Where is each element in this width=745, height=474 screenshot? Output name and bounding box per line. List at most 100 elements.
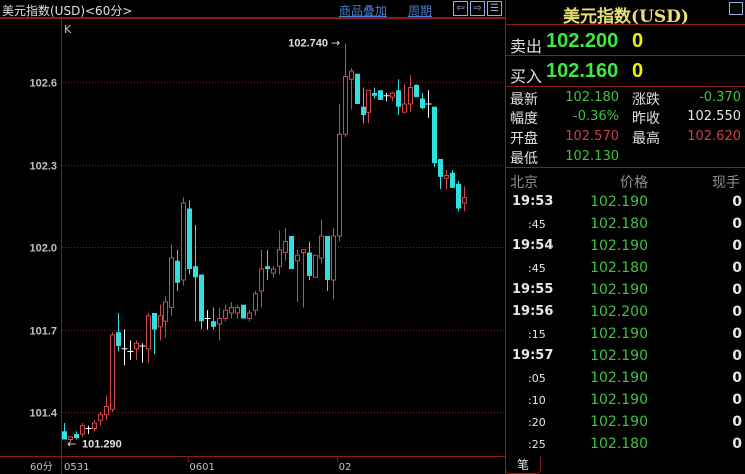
candle-body [187,208,192,269]
candle [68,436,73,443]
candle [432,106,437,168]
tick-price: 102.200 [590,304,648,320]
candle [223,304,228,322]
tick-price: 102.190 [590,392,648,408]
candle-body [325,236,330,280]
candle [277,230,282,275]
tick-price: 102.190 [590,238,648,254]
candle-body [396,90,401,107]
tick-time: :10 [528,394,546,407]
candle [402,84,407,113]
candlestick-chart[interactable]: 101.4 101.7 102.0 102.3 102.6 K 60分 0531 0601 02 1… [0,0,505,474]
quote-panel: 美元指数(USD) 卖出 102.200 0 买入 102.160 0 最新 1… [505,0,745,474]
candle-body [462,197,467,204]
candle [235,304,240,319]
candle [337,104,342,242]
scroll-left-icon[interactable]: ⇦ [453,1,468,16]
candle [349,68,354,110]
tick-row: :10 102.190 0 [506,389,745,411]
candle [331,227,336,300]
candle-body [259,268,264,292]
candle [378,90,383,100]
candle [325,236,330,291]
arrow-left-icon: ← [67,437,76,450]
candle-body [134,342,139,350]
candle [163,296,168,338]
candle [217,307,222,341]
candle [366,89,371,124]
latest-value: 102.180 [565,90,619,105]
candle [80,423,85,437]
tab-ticks[interactable]: 笔 [505,456,541,474]
candle [146,313,151,363]
candle-body [420,98,425,109]
candle-body [110,334,115,410]
tick-price: 102.180 [590,216,648,232]
candle [134,340,139,360]
candle [383,93,390,102]
candle-body [295,254,300,262]
prev-close-value: 102.550 [687,109,741,124]
candle [98,412,103,426]
candle [295,249,300,302]
candle [343,43,348,137]
tick-row: 19:55 102.190 0 [506,279,745,301]
y-tick-label: 102.6 [29,78,57,90]
y-tick-label: 101.7 [29,326,57,338]
candle [420,93,425,110]
open-value: 102.570 [565,129,619,144]
candle-body [378,90,383,100]
candle-body [414,84,419,98]
candle [438,159,443,190]
candle-body [366,89,371,113]
candle-body [217,318,222,325]
quote-title: 美元指数(USD) [563,7,689,27]
candle [361,87,366,124]
tick-time: :45 [528,262,546,275]
tick-volume: 0 [732,238,742,254]
tick-volume: 0 [732,216,742,232]
tick-volume: 0 [732,414,742,430]
tick-row: :15 102.190 0 [506,323,745,345]
maximize-icon[interactable] [729,2,743,15]
low-value: 102.130 [565,149,619,164]
sell-price: 102.200 [546,30,619,52]
change-value: -0.370 [699,90,741,105]
candle-body [163,301,168,322]
candle-body [116,332,121,346]
candle-body [402,103,407,113]
ticks-header-time: 北京 [510,175,538,191]
candle-body [319,235,324,259]
candle-body [355,73,360,104]
chart-title-bar: 美元指数(USD)<60分> 商品叠加 周期 ⇦ ⇨ ☰ [0,0,505,18]
candle-body [152,313,157,330]
candle-body [241,304,246,319]
candle-body [313,254,318,278]
candle [319,219,324,264]
period-label: 60分 [30,461,53,473]
candle-body [104,406,109,416]
candle [259,249,264,308]
sell-label: 卖出 [510,37,543,56]
x-tick-label: 0601 [189,462,214,473]
candle [241,304,246,319]
scroll-right-icon[interactable]: ⇨ [470,1,485,16]
x-tick-label: 02 [339,462,352,473]
tick-volume: 0 [732,282,742,298]
candle-body [283,241,288,253]
period-link[interactable]: 周期 [408,4,433,18]
candle [456,181,461,212]
tick-price: 102.190 [590,414,648,430]
percent-value: -0.36% [573,109,619,124]
candle [462,186,467,212]
tick-volume: 0 [732,392,742,408]
candle [92,420,97,432]
candle-body [331,235,336,281]
candle [85,425,92,434]
candle-body [211,321,216,327]
low-label: 最低 [510,151,538,167]
candle [247,310,252,322]
tick-row: 19:54 102.190 0 [506,235,745,257]
overlay-commodity-link[interactable]: 商品叠加 [339,4,388,18]
toggle-panel-icon[interactable]: ☰ [487,1,502,16]
